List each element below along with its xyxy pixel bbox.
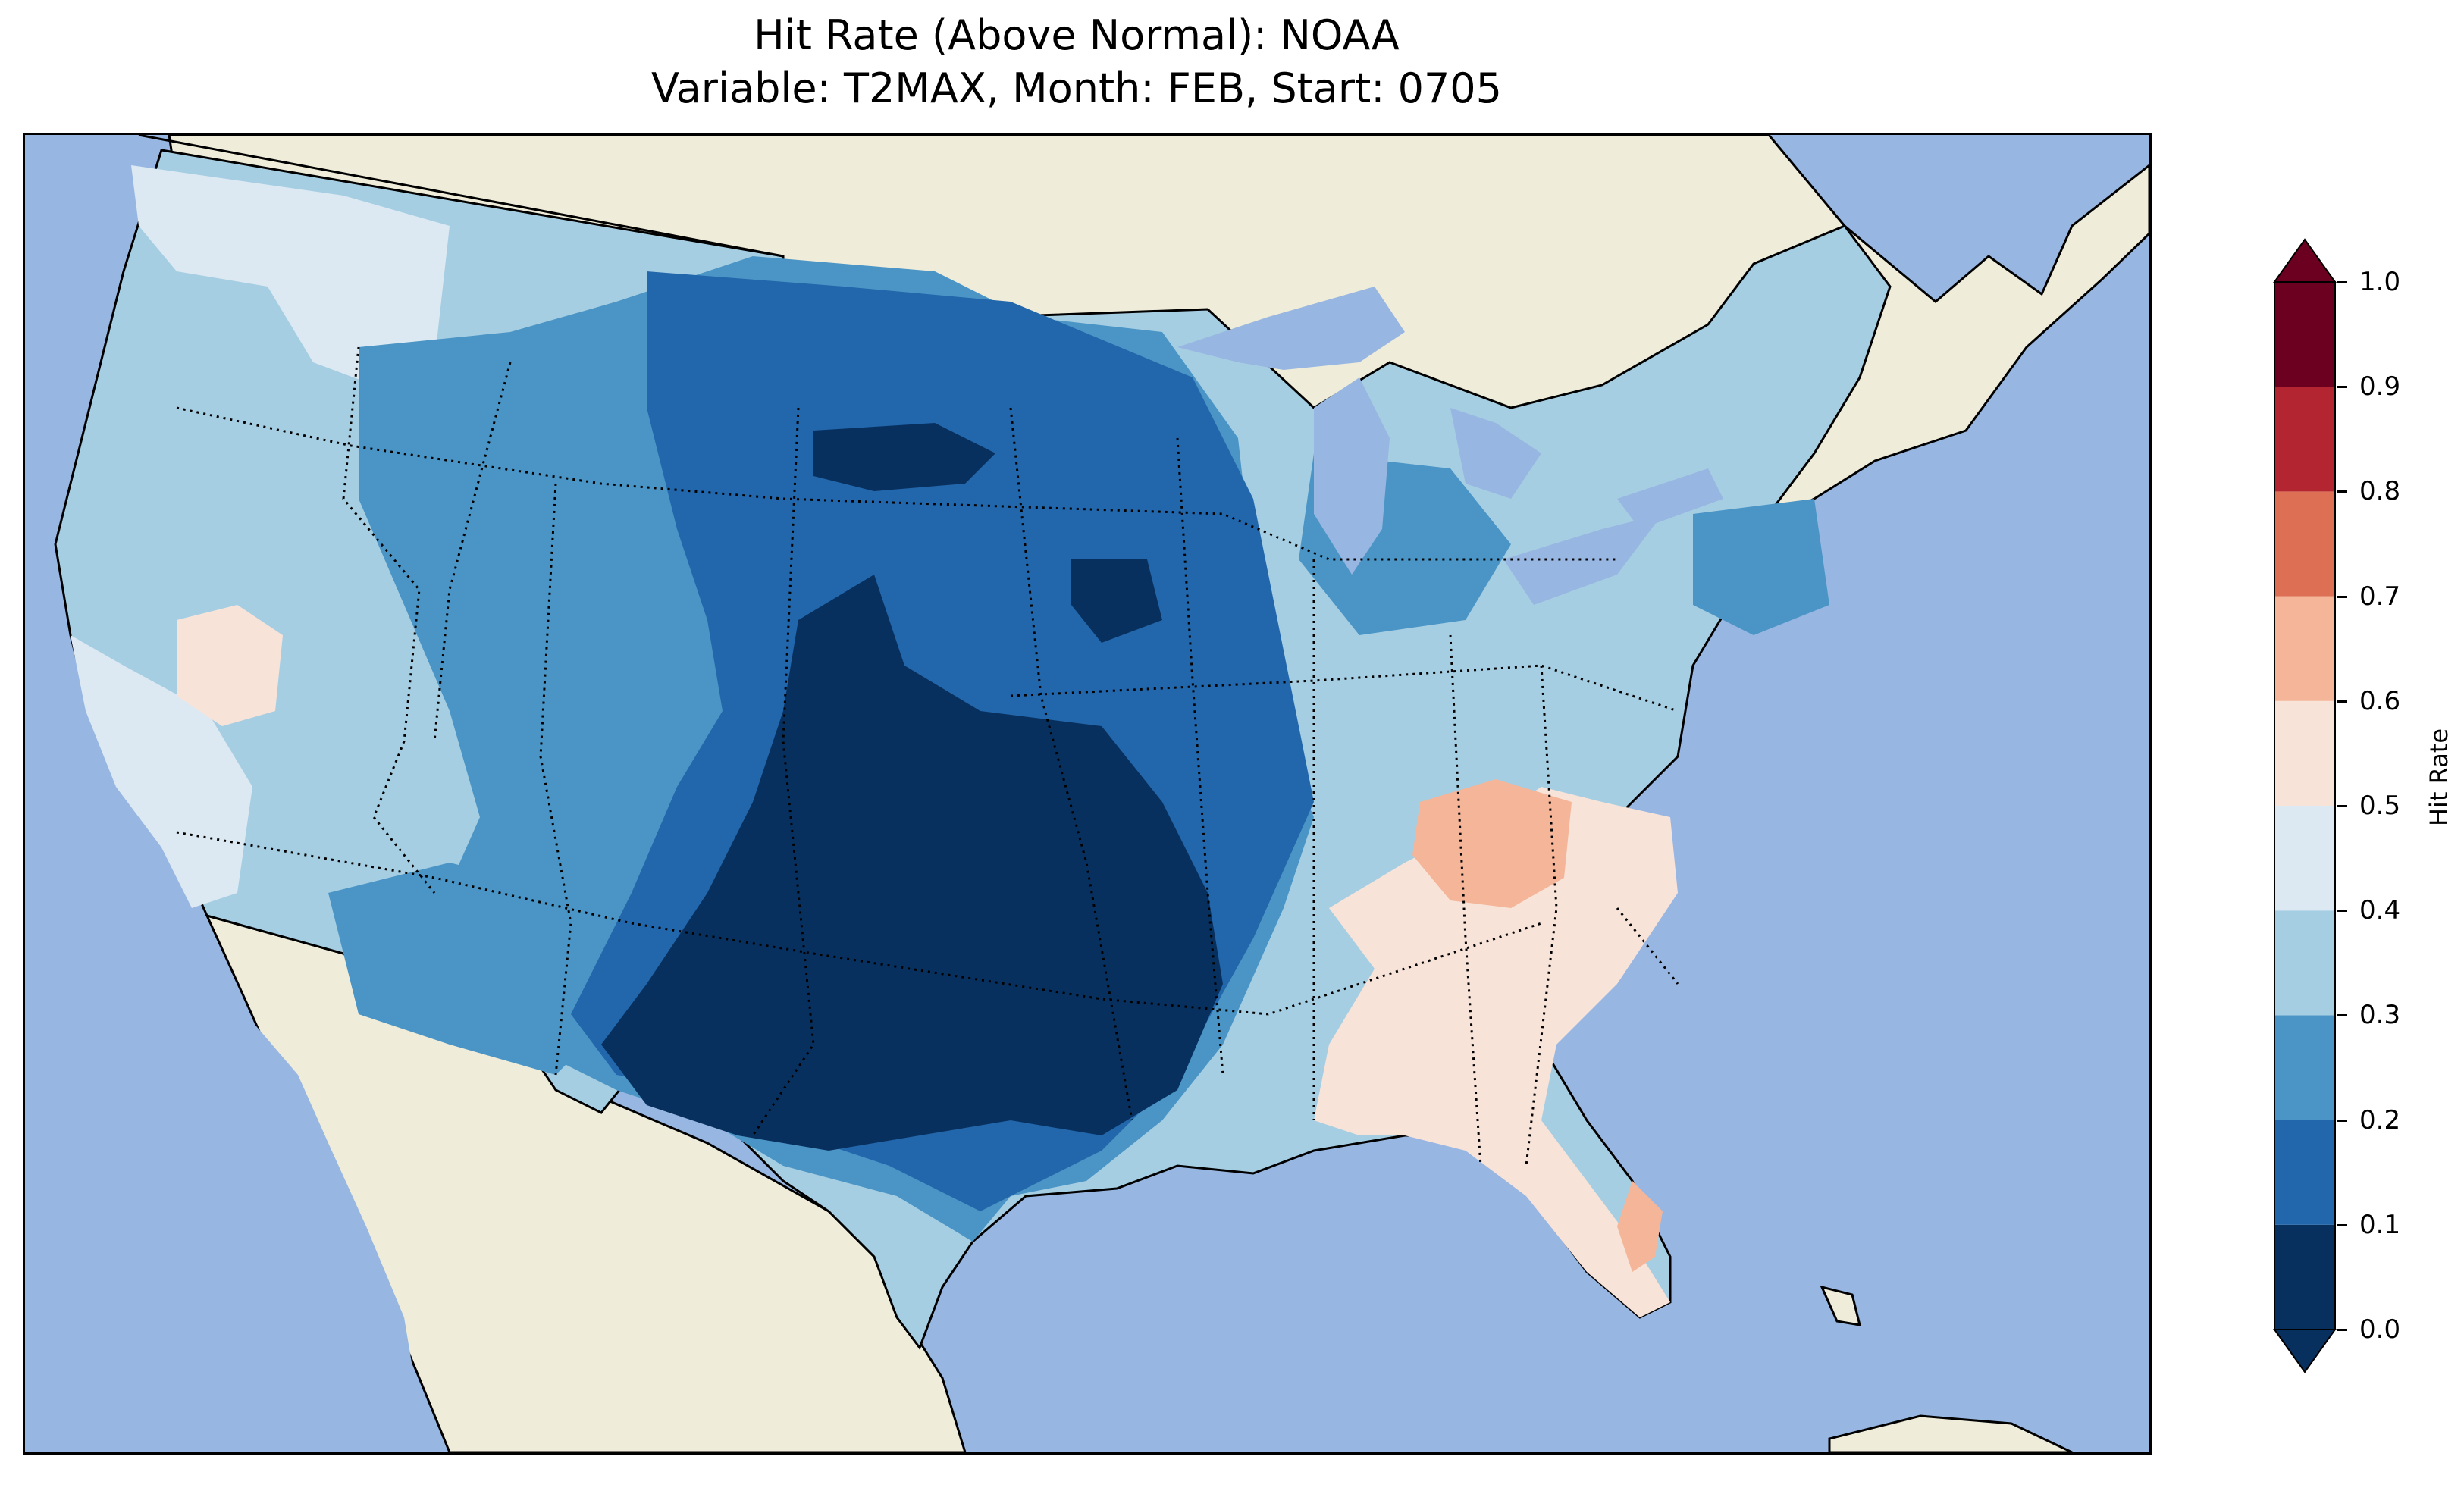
- colorbar-tick-label: 0.6: [2359, 685, 2401, 716]
- colorbar-bin-9: [2274, 282, 2335, 387]
- land-bahamas: [1820, 1285, 1862, 1326]
- region-pnw-light: [131, 165, 450, 385]
- region-southeast-warm: [1314, 787, 1678, 1317]
- region-tennessee-valley: [1412, 779, 1572, 908]
- colorbar-bin-5: [2274, 700, 2335, 806]
- region-westcoast-light: [71, 635, 252, 908]
- colorbar-tick-mark: [2337, 595, 2347, 598]
- colorbar-tick-mark: [2337, 1223, 2347, 1226]
- colorbar-tick-mark: [2337, 1014, 2347, 1017]
- us-canada-border: [138, 135, 784, 258]
- map-panel: [23, 133, 2152, 1455]
- colorbar-tick-mark: [2337, 386, 2347, 389]
- colorbar-bin-3: [2274, 910, 2335, 1016]
- state-boundaries: [176, 346, 1679, 1167]
- colorbar-bin-8: [2274, 387, 2335, 492]
- great-lakes: [1177, 287, 1723, 605]
- region-nevada-warm: [177, 605, 283, 726]
- region-iowa-core: [1071, 559, 1162, 643]
- colorbar-bin-2: [2274, 1015, 2335, 1120]
- region-southwest: [328, 863, 616, 1075]
- colorbar-tick-label: 0.3: [2359, 1000, 2401, 1031]
- chart-title: Hit Rate (Above Normal): NOAA: [754, 11, 1400, 59]
- colorbar-bin-7: [2274, 491, 2335, 597]
- colorbar-label: Hit Rate: [2425, 728, 2453, 826]
- colorbar-tick-label: 0.4: [2359, 895, 2401, 926]
- colorbar-tick-mark: [2337, 281, 2347, 283]
- colorbar-tick-label: 0.2: [2359, 1104, 2401, 1135]
- colorbar: [2273, 238, 2337, 1373]
- chart-subtitle: Variable: T2MAX, Month: FEB, Start: 0705: [650, 64, 1503, 112]
- colorbar-tick-mark: [2337, 490, 2347, 493]
- colorbar-tick-mark: [2337, 1329, 2347, 1331]
- region-southern-plains-core: [601, 575, 1223, 1151]
- colorbar-tick-label: 0.5: [2359, 791, 2401, 821]
- colorbar-tick-label: 0.8: [2359, 476, 2401, 507]
- colorbar-extend-max: [2273, 238, 2337, 283]
- colorbar-tick-label: 0.0: [2359, 1314, 2401, 1345]
- colorbar-bin-1: [2274, 1120, 2335, 1225]
- map-canvas: [54, 135, 2149, 1452]
- colorbar-tick-mark: [2337, 700, 2347, 703]
- gulf-of-california: [252, 1022, 419, 1408]
- colorbar-bin-6: [2274, 596, 2335, 701]
- colorbar-extend-min: [2273, 1329, 2337, 1373]
- colorbar-tick-mark: [2337, 910, 2347, 913]
- colorbar-tick-label: 0.1: [2359, 1209, 2401, 1240]
- colorbar-outline: [2274, 281, 2336, 1330]
- region-florida-warm: [1617, 1181, 1663, 1272]
- colorbar-tick-label: 0.9: [2359, 371, 2401, 402]
- colorbar-tick-label: 1.0: [2359, 267, 2401, 297]
- region-dakotas-core: [813, 423, 995, 491]
- land-cuba: [1828, 1414, 2073, 1452]
- colorbar-bin-0: [2274, 1224, 2335, 1330]
- colorbar-tick-mark: [2337, 1119, 2347, 1122]
- colorbar-tick-mark: [2337, 805, 2347, 807]
- colorbar-bin-4: [2274, 806, 2335, 911]
- region-ne-patch: [1693, 499, 1829, 635]
- colorbar-tick-label: 0.7: [2359, 581, 2401, 612]
